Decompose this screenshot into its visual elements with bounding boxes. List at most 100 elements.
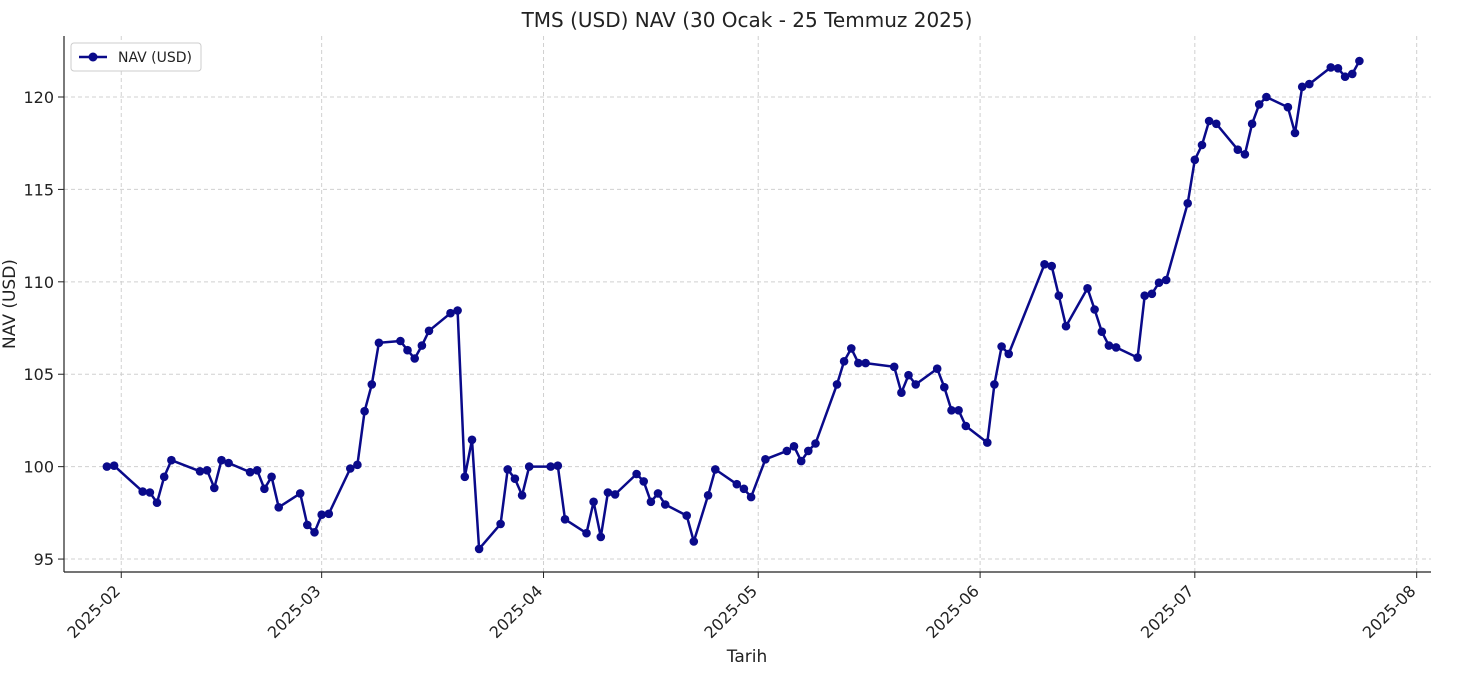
chart-title: TMS (USD) NAV (30 Ocak - 25 Temmuz 2025) (521, 8, 973, 32)
data-point (1054, 291, 1064, 301)
data-point (403, 345, 412, 355)
data-point (761, 455, 770, 464)
data-point (274, 503, 284, 512)
data-point (1004, 349, 1013, 359)
data-point (152, 498, 162, 508)
data-point (424, 326, 434, 336)
data-point (811, 439, 820, 448)
data-point (396, 336, 405, 346)
data-point (224, 458, 233, 468)
data-point (1183, 199, 1192, 208)
data-point (940, 382, 949, 392)
data-point (353, 460, 362, 470)
data-point (453, 306, 462, 315)
data-point (517, 491, 527, 500)
data-point (739, 484, 749, 494)
data-point (1133, 353, 1142, 362)
data-point (474, 544, 484, 554)
data-point (367, 380, 377, 389)
data-point (210, 483, 219, 493)
data-point (954, 406, 963, 415)
data-point (947, 406, 956, 415)
data-point (102, 462, 112, 471)
data-point (582, 528, 591, 538)
data-point (460, 472, 470, 482)
data-point (553, 461, 563, 471)
legend-entry-nav: NAV (USD) (118, 50, 192, 66)
data-point (1061, 321, 1071, 331)
data-point (167, 455, 176, 465)
y-tick-label: 120 (23, 88, 54, 107)
data-point (804, 446, 813, 456)
y-axis-label: NAV (USD) (0, 259, 20, 349)
data-point (703, 491, 713, 500)
data-point (1140, 291, 1149, 301)
data-point (1104, 341, 1114, 350)
data-point (839, 357, 849, 366)
data-point (467, 435, 477, 445)
data-point (711, 465, 720, 474)
y-tick-label: 115 (23, 180, 54, 199)
data-point (1333, 64, 1343, 73)
data-point (295, 489, 305, 498)
data-point (410, 354, 420, 363)
data-point (217, 455, 226, 465)
data-point (1233, 145, 1243, 154)
data-point (983, 438, 992, 447)
data-point (1212, 119, 1221, 129)
y-tick-label: 110 (23, 273, 54, 292)
data-point (145, 488, 155, 497)
series-layer (102, 56, 1364, 554)
data-point (897, 388, 906, 398)
data-point (1161, 275, 1171, 285)
data-point (796, 456, 806, 466)
data-point (1326, 63, 1336, 72)
data-point (503, 465, 512, 474)
data-point (1197, 140, 1207, 150)
data-point (653, 489, 663, 498)
data-point (1283, 102, 1293, 112)
data-point (1290, 128, 1300, 138)
data-point (847, 344, 856, 353)
data-point (904, 370, 913, 380)
data-point (245, 467, 255, 477)
data-point (524, 462, 534, 471)
x-axis-label: Tarih (726, 647, 767, 667)
data-point (632, 469, 641, 479)
data-point (546, 462, 555, 471)
data-point (310, 528, 319, 537)
data-point (1154, 278, 1164, 288)
data-point (911, 380, 920, 389)
y-tick-label: 95 (34, 550, 54, 569)
data-point (1204, 116, 1214, 126)
data-point (1355, 56, 1364, 66)
data-point (346, 464, 355, 473)
data-point (496, 519, 505, 529)
data-point (1147, 289, 1157, 299)
data-point (109, 461, 119, 471)
data-point (417, 341, 427, 350)
data-point (1340, 72, 1350, 81)
data-point (639, 477, 648, 486)
data-point (560, 515, 570, 524)
data-point (782, 446, 792, 456)
data-point (1090, 305, 1099, 314)
grid (64, 36, 1431, 572)
data-point (1047, 261, 1056, 271)
legend-box (70, 42, 202, 72)
data-point (159, 472, 169, 482)
y-tick-label: 105 (23, 365, 54, 384)
data-point (324, 509, 334, 519)
data-point (990, 380, 999, 389)
legend-marker-swatch (88, 52, 98, 62)
data-point (374, 338, 384, 348)
y-tick-label: 100 (23, 458, 54, 477)
data-point (603, 488, 613, 497)
data-point (889, 362, 899, 372)
data-point (1254, 100, 1264, 109)
data-point (267, 472, 276, 482)
data-point (1305, 79, 1314, 89)
data-point (789, 442, 799, 451)
